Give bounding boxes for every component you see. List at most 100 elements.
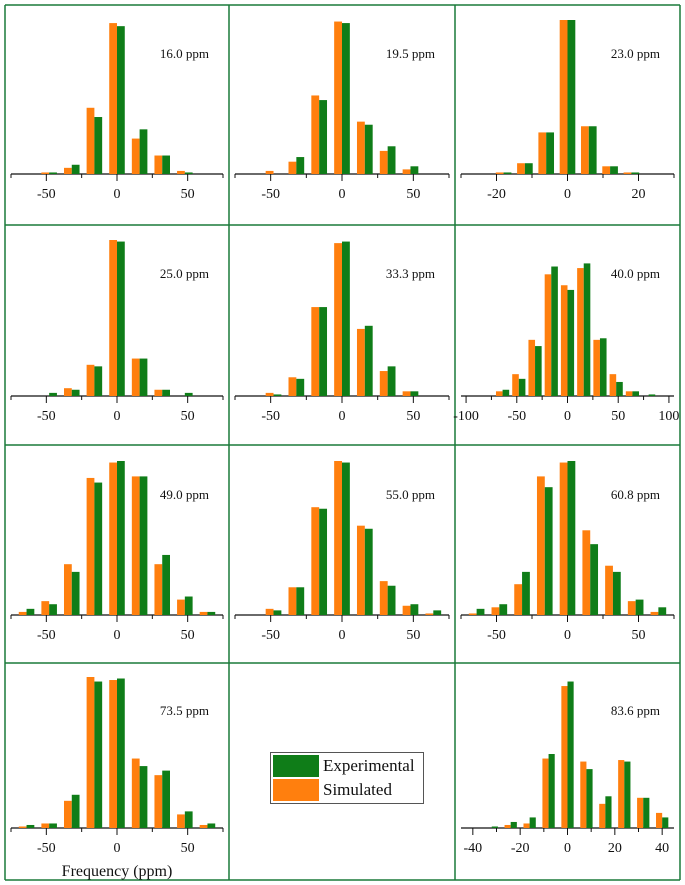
bar-experimental <box>491 826 498 828</box>
bar-simulated <box>536 476 545 615</box>
bar-experimental <box>71 794 80 828</box>
bar-experimental <box>551 266 558 396</box>
bar-simulated <box>86 364 95 396</box>
tick-label: 50 <box>632 628 646 643</box>
bar-experimental <box>162 155 170 174</box>
panel-title: 60.8 ppm <box>611 487 660 502</box>
tick-label: 50 <box>181 409 195 424</box>
bar-simulated <box>334 21 342 175</box>
tick-label: -50 <box>261 187 280 202</box>
tick-label: 20 <box>608 841 622 856</box>
bar-simulated <box>265 170 274 174</box>
bar-simulated <box>495 391 503 396</box>
panel-title: 73.5 ppm <box>160 703 209 718</box>
bar-simulated <box>288 587 297 615</box>
bar-experimental <box>503 172 512 174</box>
bar-simulated <box>109 23 117 174</box>
tick-label: 0 <box>339 187 346 202</box>
bar-simulated <box>605 565 613 615</box>
bar-simulated <box>177 599 185 615</box>
bar-simulated <box>311 507 320 615</box>
simulated-swatch <box>273 779 319 801</box>
tick-label: -100 <box>453 409 479 424</box>
bar-simulated <box>288 161 297 174</box>
tick-label: -50 <box>507 409 526 424</box>
bar-experimental <box>319 100 328 174</box>
bar-experimental <box>117 241 125 396</box>
bar-experimental <box>117 678 125 828</box>
bar-simulated <box>131 758 140 828</box>
bar-simulated <box>356 121 365 174</box>
x-axis-label: Frequency (ppm) <box>62 863 173 880</box>
bar-experimental <box>648 394 656 396</box>
bar-simulated <box>623 172 632 174</box>
panel-title: 40.0 ppm <box>611 266 660 281</box>
bar-simulated <box>311 307 320 396</box>
bar-experimental <box>535 346 542 396</box>
bar-experimental <box>71 571 80 615</box>
bar-experimental <box>184 811 193 828</box>
bar-experimental <box>548 754 555 828</box>
bar-simulated <box>495 172 504 174</box>
bar-simulated <box>64 167 72 174</box>
bar-simulated <box>618 760 625 828</box>
bar-simulated <box>504 824 511 828</box>
bar-experimental <box>117 461 125 615</box>
bar-experimental <box>510 821 517 828</box>
tick-label: 100 <box>658 409 679 424</box>
tick-label: 0 <box>339 628 346 643</box>
bar-experimental <box>387 585 396 615</box>
bar-simulated <box>131 358 140 396</box>
bar-experimental <box>588 126 597 174</box>
bar-simulated <box>379 371 388 396</box>
bar-simulated <box>177 814 185 828</box>
legend: Experimental Simulated <box>270 752 424 804</box>
bar-experimental <box>643 797 650 828</box>
bar-experimental <box>410 166 419 174</box>
bar-simulated <box>491 607 500 615</box>
bar-simulated <box>41 601 50 615</box>
panel-title: 55.0 ppm <box>386 487 435 502</box>
bar-experimental <box>499 604 508 615</box>
bar-simulated <box>602 166 611 174</box>
bar-simulated <box>154 155 163 174</box>
bar-simulated <box>64 800 72 828</box>
bar-experimental <box>567 461 576 615</box>
bar-experimental <box>162 554 170 615</box>
bar-experimental <box>139 766 148 828</box>
bar-experimental <box>522 571 530 615</box>
bar-experimental <box>632 391 640 396</box>
bar-simulated <box>356 328 365 396</box>
bar-experimental <box>567 681 574 828</box>
bar-experimental <box>49 823 57 828</box>
bar-simulated <box>109 462 117 615</box>
bar-simulated <box>544 274 552 396</box>
bar-experimental <box>139 476 148 615</box>
bar-simulated <box>154 564 163 615</box>
bar-experimental <box>605 796 612 828</box>
tick-label: -50 <box>261 409 280 424</box>
tick-label: 0 <box>339 409 346 424</box>
bar-experimental <box>410 604 419 615</box>
tick-label: 0 <box>564 841 571 856</box>
bar-simulated <box>109 680 117 828</box>
tick-label: 50 <box>406 628 420 643</box>
bar-simulated <box>468 613 477 615</box>
bar-simulated <box>559 462 568 615</box>
bar-simulated <box>402 391 411 396</box>
bar-simulated <box>131 476 140 615</box>
bar-experimental <box>49 172 57 174</box>
bar-experimental <box>342 241 350 396</box>
bar-experimental <box>184 596 193 615</box>
bar-experimental <box>26 608 35 615</box>
bar-experimental <box>610 166 618 174</box>
bar-experimental <box>567 289 575 396</box>
bar-simulated <box>154 389 163 396</box>
bar-experimental <box>184 392 193 396</box>
bar-simulated <box>379 150 388 174</box>
bar-experimental <box>529 817 536 828</box>
bar-simulated <box>109 240 117 396</box>
bar-simulated <box>560 285 568 396</box>
tick-label: -50 <box>37 409 56 424</box>
bar-experimental <box>599 338 607 396</box>
